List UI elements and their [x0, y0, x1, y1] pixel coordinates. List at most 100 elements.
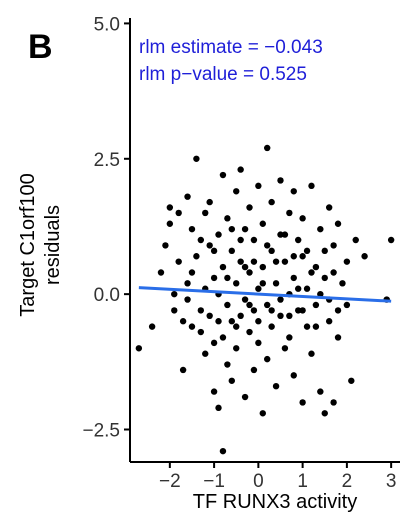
scatter-point	[233, 345, 240, 352]
scatter-point	[237, 166, 244, 173]
scatter-point	[166, 220, 174, 227]
scatter-point	[268, 247, 275, 255]
scatter-point	[206, 198, 213, 206]
scatter-point	[317, 225, 324, 233]
scatter-point	[233, 188, 240, 195]
scatter-point	[259, 280, 266, 287]
scatter-point	[224, 215, 231, 222]
scatter-point	[303, 247, 311, 255]
y-tick-label: 2.5	[94, 150, 120, 171]
scatter-point	[241, 393, 249, 401]
scatter-point	[299, 253, 306, 260]
scatter-point	[294, 285, 302, 292]
scatter-point	[361, 253, 368, 260]
scatter-point	[317, 388, 324, 395]
scatter-point	[210, 339, 218, 347]
scatter-point	[343, 258, 351, 265]
scatter-point	[250, 236, 258, 244]
scatter-point	[312, 323, 320, 330]
scatter-point	[294, 307, 302, 314]
y-tick-label: 0.0	[94, 285, 120, 306]
scatter-point	[210, 388, 218, 395]
scatter-point	[237, 312, 244, 320]
scatter-point	[241, 225, 249, 233]
scatter-point	[219, 171, 227, 179]
scatter-point	[215, 231, 222, 238]
scatter-point	[281, 258, 289, 265]
scatter-point	[179, 366, 187, 374]
scatter-points	[135, 144, 395, 455]
scatter-point	[206, 242, 213, 249]
scatter-point	[184, 193, 191, 200]
scatter-point	[197, 236, 205, 244]
scatter-point	[259, 263, 266, 271]
scatter-point	[299, 215, 306, 222]
scatter-point	[281, 231, 289, 238]
scatter-point	[308, 350, 315, 357]
scatter-point	[250, 366, 258, 374]
scatter-point	[290, 188, 297, 195]
scatter-point	[312, 263, 320, 271]
x-tick-label: 0	[253, 471, 264, 492]
x-tick-label: 3	[386, 471, 397, 492]
x-tick-label: 2	[342, 471, 353, 492]
scatter-point	[188, 269, 196, 276]
scatter-point	[166, 204, 174, 211]
scatter-point	[286, 334, 293, 341]
scatter-point	[250, 258, 258, 265]
x-tick-label: −1	[203, 471, 225, 492]
scatter-point	[193, 155, 200, 162]
scatter-point	[157, 269, 165, 276]
scatter-point	[250, 307, 258, 314]
panel-label: B	[28, 28, 53, 66]
scatter-point	[179, 318, 187, 325]
scatter-point	[246, 328, 253, 336]
scatter-point	[197, 328, 205, 336]
scatter-point	[171, 307, 178, 314]
scatter-point	[268, 307, 275, 314]
scatter-point	[330, 242, 337, 249]
scatter-point	[224, 274, 231, 282]
scatter-point	[184, 296, 191, 303]
scatter-point	[246, 301, 253, 309]
scatter-point	[277, 177, 284, 184]
scatter-point	[171, 290, 178, 298]
scatter-point	[237, 236, 244, 244]
scatter-point	[210, 247, 218, 255]
scatter-point	[343, 301, 351, 309]
scatter-point	[281, 345, 289, 352]
scatter-point	[255, 182, 262, 190]
scatter-point	[334, 220, 342, 227]
scatter-point	[286, 312, 293, 320]
scatter-point	[148, 323, 156, 330]
scatter-point	[325, 204, 333, 211]
scatter-point	[219, 263, 227, 271]
scatter-point	[193, 253, 200, 260]
scatter-point	[264, 301, 271, 309]
scatter-point	[224, 361, 231, 368]
scatter-point	[135, 345, 143, 352]
scatter-point	[228, 225, 236, 233]
scatter-point	[246, 269, 253, 276]
scatter-point	[308, 182, 315, 190]
scatter-point	[264, 242, 271, 249]
scatter-point	[339, 280, 346, 287]
axes: −2.5 0.0 2.5 5.0 −2 −1 0 1 2 3	[82, 14, 400, 492]
scatter-point	[202, 350, 209, 357]
scatter-point	[219, 334, 227, 341]
scatter-point	[237, 258, 244, 265]
scatter-point	[241, 296, 249, 303]
scatter-point	[348, 377, 355, 384]
scatter-point	[272, 280, 280, 287]
scatter-point	[317, 290, 324, 298]
rlm-estimate-annotation: rlm estimate = −0.043	[139, 37, 323, 58]
rlm-pvalue-annotation: rlm p−value = 0.525	[139, 64, 307, 85]
scatter-point	[286, 209, 293, 217]
scatter-point	[321, 247, 328, 255]
regression-line-group	[138, 286, 392, 303]
scatter-point	[321, 410, 328, 417]
scatter-point	[188, 323, 196, 330]
scatter-point	[233, 323, 240, 330]
scatter-point	[202, 209, 209, 217]
